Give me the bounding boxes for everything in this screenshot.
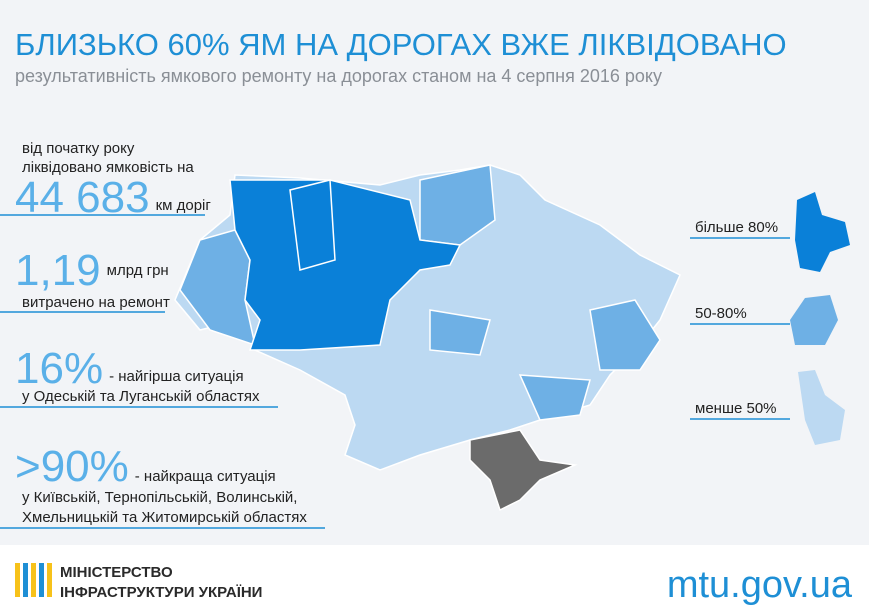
stat-big: 44 683 (15, 173, 150, 222)
stat-unit: - найгірша ситуація (109, 368, 244, 385)
stat-unit: млрд грн (107, 262, 169, 279)
stat-unit: км доріг (156, 197, 212, 214)
stat-note: витрачено на ремонт (22, 294, 170, 311)
map (174, 164, 681, 512)
stat-big: 16% (15, 344, 103, 393)
legend-label: 50-80% (695, 305, 747, 322)
org-line: МІНІСТЕРСТВО (60, 564, 173, 581)
stat-line: у Одеській та Луганській областях (22, 388, 260, 405)
stat-intro: ліквідовано ямковість на (22, 159, 194, 176)
org-line: ІНФРАСТРУКТУРИ УКРАЇНИ (60, 584, 262, 601)
site: mtu.gov.ua (667, 564, 853, 606)
stat-intro: від початку року (22, 140, 135, 157)
legend-label: більше 80% (695, 219, 778, 236)
subtitle: результативність ямкового ремонту на дор… (15, 66, 662, 86)
stat-line: Хмельницькій та Житомирській областях (22, 509, 307, 526)
stat-unit: - найкраща ситуація (135, 468, 276, 485)
legend (790, 192, 850, 445)
stat-big: >90% (15, 442, 129, 491)
stat-line: у Київській, Тернопільській, Волинській, (22, 489, 297, 506)
stat-big: 1,19 (15, 246, 101, 295)
footer-bg (0, 545, 869, 613)
title: БЛИЗЬКО 60% ЯМ НА ДОРОГАХ ВЖЕ ЛІКВІДОВАН… (15, 27, 787, 62)
legend-label: менше 50% (695, 400, 777, 417)
